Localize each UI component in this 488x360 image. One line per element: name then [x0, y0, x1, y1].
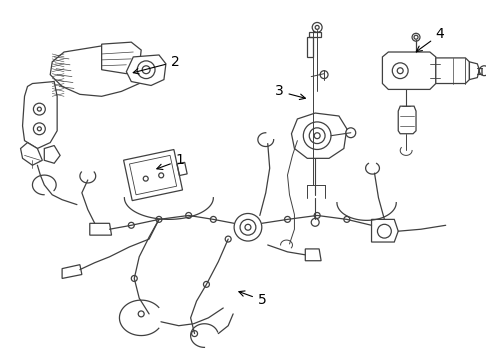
Polygon shape: [126, 55, 165, 85]
Circle shape: [413, 35, 417, 39]
Circle shape: [411, 33, 419, 41]
Polygon shape: [20, 143, 42, 165]
Polygon shape: [371, 219, 397, 242]
Circle shape: [320, 71, 327, 78]
Circle shape: [191, 330, 197, 337]
Text: 3: 3: [274, 84, 305, 99]
Text: 4: 4: [415, 27, 444, 51]
Text: 5: 5: [239, 291, 266, 307]
Circle shape: [377, 224, 390, 238]
Circle shape: [37, 107, 41, 111]
Circle shape: [143, 176, 148, 181]
Bar: [308, 32, 321, 37]
Polygon shape: [90, 223, 111, 235]
Text: 2: 2: [133, 55, 179, 74]
Circle shape: [210, 216, 216, 222]
Polygon shape: [22, 82, 57, 148]
Circle shape: [225, 236, 231, 242]
Circle shape: [131, 275, 137, 282]
Polygon shape: [123, 149, 182, 201]
Circle shape: [156, 216, 162, 222]
Circle shape: [303, 122, 330, 149]
Polygon shape: [102, 42, 141, 74]
Polygon shape: [62, 265, 81, 278]
Polygon shape: [397, 106, 415, 134]
Text: 1: 1: [157, 153, 184, 170]
Circle shape: [311, 22, 322, 32]
Polygon shape: [435, 58, 468, 84]
Circle shape: [314, 133, 320, 139]
Circle shape: [315, 26, 319, 30]
Circle shape: [244, 224, 250, 230]
Circle shape: [142, 66, 150, 74]
Circle shape: [396, 68, 402, 74]
Circle shape: [234, 213, 261, 241]
Circle shape: [478, 66, 488, 76]
Polygon shape: [291, 113, 346, 158]
Circle shape: [33, 123, 45, 135]
Polygon shape: [305, 249, 321, 261]
Circle shape: [138, 311, 144, 317]
Circle shape: [310, 219, 319, 226]
Bar: [306, 37, 313, 57]
Circle shape: [284, 216, 290, 222]
Circle shape: [185, 212, 191, 219]
Circle shape: [391, 63, 407, 78]
Circle shape: [314, 212, 320, 219]
Circle shape: [343, 216, 349, 222]
Circle shape: [345, 128, 355, 138]
Polygon shape: [468, 62, 478, 80]
Polygon shape: [382, 52, 435, 89]
Polygon shape: [44, 145, 60, 163]
Circle shape: [240, 219, 255, 235]
Circle shape: [33, 103, 45, 115]
Circle shape: [128, 222, 134, 228]
Circle shape: [159, 173, 163, 178]
Polygon shape: [50, 45, 146, 96]
Circle shape: [137, 61, 155, 78]
Circle shape: [37, 127, 41, 131]
Circle shape: [308, 128, 325, 144]
Circle shape: [203, 282, 209, 287]
